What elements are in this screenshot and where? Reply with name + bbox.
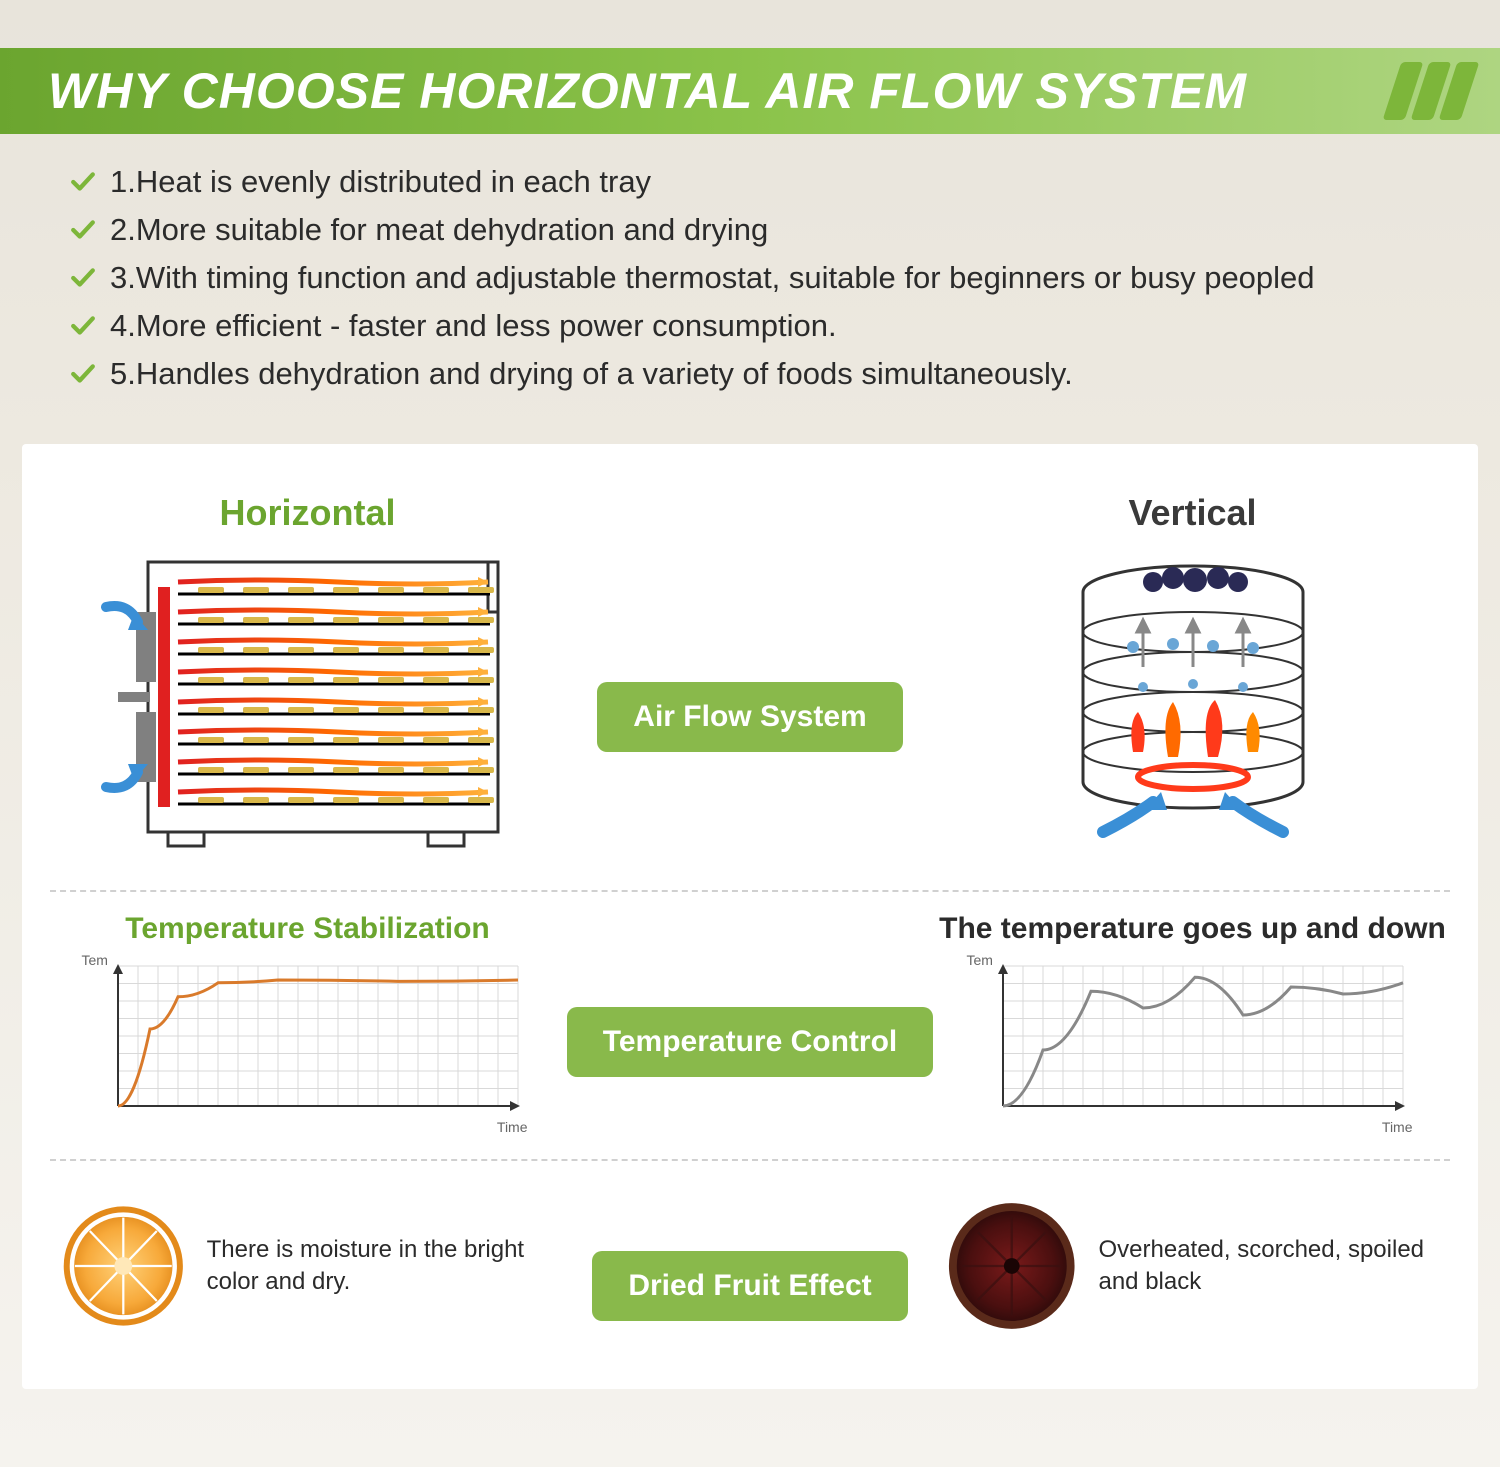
check-icon [70, 217, 96, 243]
bullet-item: 2.More suitable for meat dehydration and… [70, 212, 1440, 248]
x-axis-label: Time [1382, 1119, 1413, 1135]
horizontal-column: Horizontal [50, 492, 565, 862]
check-icon [70, 265, 96, 291]
banner-slash-decoration [1392, 62, 1470, 120]
temp-unstable-title: The temperature goes up and down [939, 912, 1446, 946]
horizontal-title: Horizontal [220, 492, 396, 534]
airflow-badge: Air Flow System [597, 682, 902, 752]
good-fruit-column: There is moisture in the bright color an… [50, 1181, 565, 1351]
comparison-row-temperature: Temperature Stabilization Tem Time Tempe… [50, 892, 1450, 1159]
bullet-text: 4.More efficient - faster and less power… [110, 308, 837, 344]
badge-wrap: Temperature Control [585, 912, 915, 1131]
bullet-text: 1.Heat is evenly distributed in each tra… [110, 164, 651, 200]
vertical-title: Vertical [1128, 492, 1256, 534]
y-axis-label: Tem [82, 952, 108, 968]
bad-orange-icon [945, 1181, 1078, 1351]
bullet-item: 1.Heat is evenly distributed in each tra… [70, 164, 1440, 200]
comparison-panel: Horizontal [22, 444, 1478, 1389]
fruit-badge: Dried Fruit Effect [592, 1251, 907, 1321]
bad-fruit-column: Overheated, scorched, spoiled and black [935, 1181, 1450, 1351]
y-axis-label: Tem [967, 952, 993, 968]
temp-stable-column: Temperature Stabilization Tem Time [50, 912, 565, 1131]
temp-unstable-chart [973, 956, 1413, 1126]
temp-unstable-column: The temperature goes up and down Tem Tim… [935, 912, 1450, 1131]
comparison-row-fruit: There is moisture in the bright color an… [50, 1161, 1450, 1379]
temp-stable-title: Temperature Stabilization [125, 912, 490, 946]
bullet-text: 2.More suitable for meat dehydration and… [110, 212, 768, 248]
bullet-list: 1.Heat is evenly distributed in each tra… [0, 134, 1500, 434]
horizontal-airflow-diagram [98, 552, 518, 862]
badge-wrap: Air Flow System [585, 492, 915, 862]
bullet-item: 4.More efficient - faster and less power… [70, 308, 1440, 344]
temperature-badge: Temperature Control [567, 1007, 933, 1077]
bullet-item: 5.Handles dehydration and drying of a va… [70, 356, 1440, 392]
bullet-text: 5.Handles dehydration and drying of a va… [110, 356, 1073, 392]
banner-title: WHY CHOOSE HORIZONTAL AIR FLOW SYSTEM [48, 62, 1247, 120]
temp-stable-chart [88, 956, 528, 1126]
comparison-row-airflow: Horizontal [50, 472, 1450, 890]
check-icon [70, 313, 96, 339]
title-banner: WHY CHOOSE HORIZONTAL AIR FLOW SYSTEM [0, 48, 1500, 134]
check-icon [70, 169, 96, 195]
good-orange-icon [60, 1181, 187, 1351]
bullet-text: 3.With timing function and adjustable th… [110, 260, 1315, 296]
bullet-item: 3.With timing function and adjustable th… [70, 260, 1440, 296]
bad-fruit-caption: Overheated, scorched, spoiled and black [1098, 1234, 1440, 1299]
x-axis-label: Time [497, 1119, 528, 1135]
badge-wrap: Dried Fruit Effect [585, 1181, 915, 1351]
vertical-airflow-diagram [1033, 552, 1353, 862]
check-icon [70, 361, 96, 387]
vertical-column: Vertical [935, 492, 1450, 862]
good-fruit-caption: There is moisture in the bright color an… [207, 1234, 555, 1299]
